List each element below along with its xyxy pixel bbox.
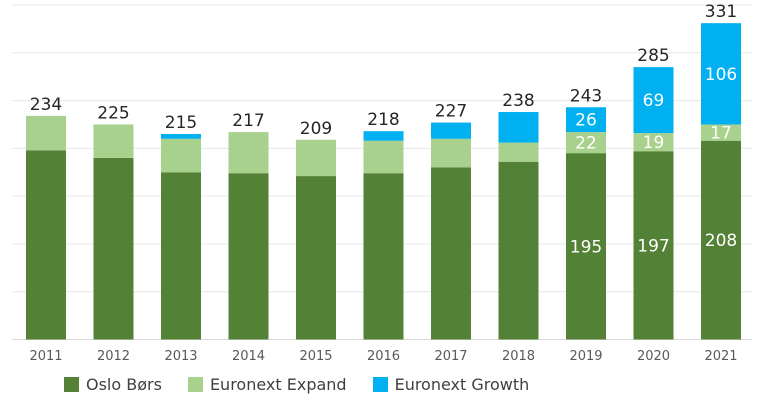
bar-segment-euronext-expand	[633, 133, 674, 152]
bar-segment-oslo-b-rs	[93, 157, 134, 340]
bar-segment-euronext-growth	[363, 131, 404, 141]
total-label: 225	[97, 103, 129, 123]
total-label: 215	[165, 113, 197, 133]
data-label: 22	[575, 134, 597, 154]
total-label: 209	[300, 119, 332, 139]
total-label: 234	[30, 95, 62, 115]
bar-segment-euronext-expand	[26, 115, 66, 151]
x-tick-label: 2015	[299, 349, 332, 364]
bar-segment-oslo-b-rs	[431, 167, 471, 340]
data-label: 195	[570, 237, 602, 257]
x-tick-label: 2013	[164, 349, 197, 364]
legend-label-euronext-expand: Euronext Expand	[209, 375, 347, 394]
bar-segment-euronext-growth	[701, 23, 741, 125]
bar-segment-oslo-b-rs	[566, 153, 606, 340]
bar-segment-euronext-growth	[498, 112, 539, 143]
bar-segment-euronext-growth	[161, 134, 201, 139]
bar-segment-oslo-b-rs	[296, 176, 336, 340]
bar-segment-oslo-b-rs	[161, 172, 201, 340]
legend-swatch-oslo-bors	[64, 377, 79, 392]
legend-item-euronext-growth: Euronext Growth	[372, 375, 530, 394]
bar-segment-oslo-b-rs	[363, 173, 404, 340]
bar-segment-euronext-expand	[701, 124, 741, 141]
legend-label-oslo-bors: Oslo Børs	[86, 375, 162, 394]
x-tick-label: 2011	[29, 349, 62, 364]
legend-item-euronext-expand: Euronext Expand	[187, 375, 347, 394]
x-tick-label: 2021	[704, 349, 737, 364]
legend-label-euronext-growth: Euronext Growth	[394, 375, 530, 394]
bar-segment-oslo-b-rs	[228, 173, 269, 340]
bar-segment-oslo-b-rs	[26, 150, 66, 340]
x-tick-label: 2020	[637, 349, 670, 364]
bar-segment-euronext-expand	[93, 124, 134, 158]
total-label: 285	[637, 46, 669, 66]
data-label: 69	[643, 91, 665, 111]
bar-segment-euronext-expand	[363, 140, 404, 174]
bar-segment-euronext-expand	[566, 132, 606, 154]
x-tick-label: 2012	[97, 349, 130, 364]
data-label: 208	[705, 231, 737, 251]
bar-segment-euronext-growth	[431, 122, 471, 139]
bar-segment-oslo-b-rs	[498, 161, 539, 340]
data-label: 26	[575, 111, 597, 131]
x-tick-label: 2019	[569, 349, 602, 364]
total-label: 227	[435, 102, 467, 122]
x-tick-label: 2014	[232, 349, 265, 364]
chart-legend: Oslo Børs Euronext Expand Euronext Growt…	[64, 375, 555, 394]
total-label: 238	[502, 91, 534, 111]
x-tick-label: 2018	[502, 349, 535, 364]
bar-segment-euronext-expand	[296, 139, 336, 177]
total-label: 243	[570, 86, 602, 106]
legend-swatch-euronext-expand	[187, 377, 203, 392]
legend-item-oslo-bors: Oslo Børs	[64, 375, 162, 394]
x-tick-label: 2016	[367, 349, 400, 364]
bar-segment-oslo-b-rs	[633, 151, 674, 340]
bar-segment-oslo-b-rs	[701, 140, 741, 340]
bar-segment-euronext-expand	[161, 138, 201, 173]
bar-segment-euronext-expand	[498, 142, 539, 162]
data-label: 17	[710, 124, 732, 144]
legend-swatch-euronext-growth	[372, 377, 388, 392]
total-label: 218	[367, 110, 399, 130]
bar-segment-euronext-growth	[633, 67, 674, 134]
data-label: 19	[643, 133, 665, 153]
total-label: 331	[705, 2, 737, 22]
x-tick-label: 2017	[434, 349, 467, 364]
bar-segment-euronext-expand	[228, 132, 269, 174]
bar-segment-euronext-expand	[431, 138, 471, 168]
data-label: 106	[705, 65, 737, 85]
data-label: 197	[637, 236, 669, 256]
total-label: 217	[232, 111, 264, 131]
bar-segment-euronext-growth	[566, 107, 606, 133]
